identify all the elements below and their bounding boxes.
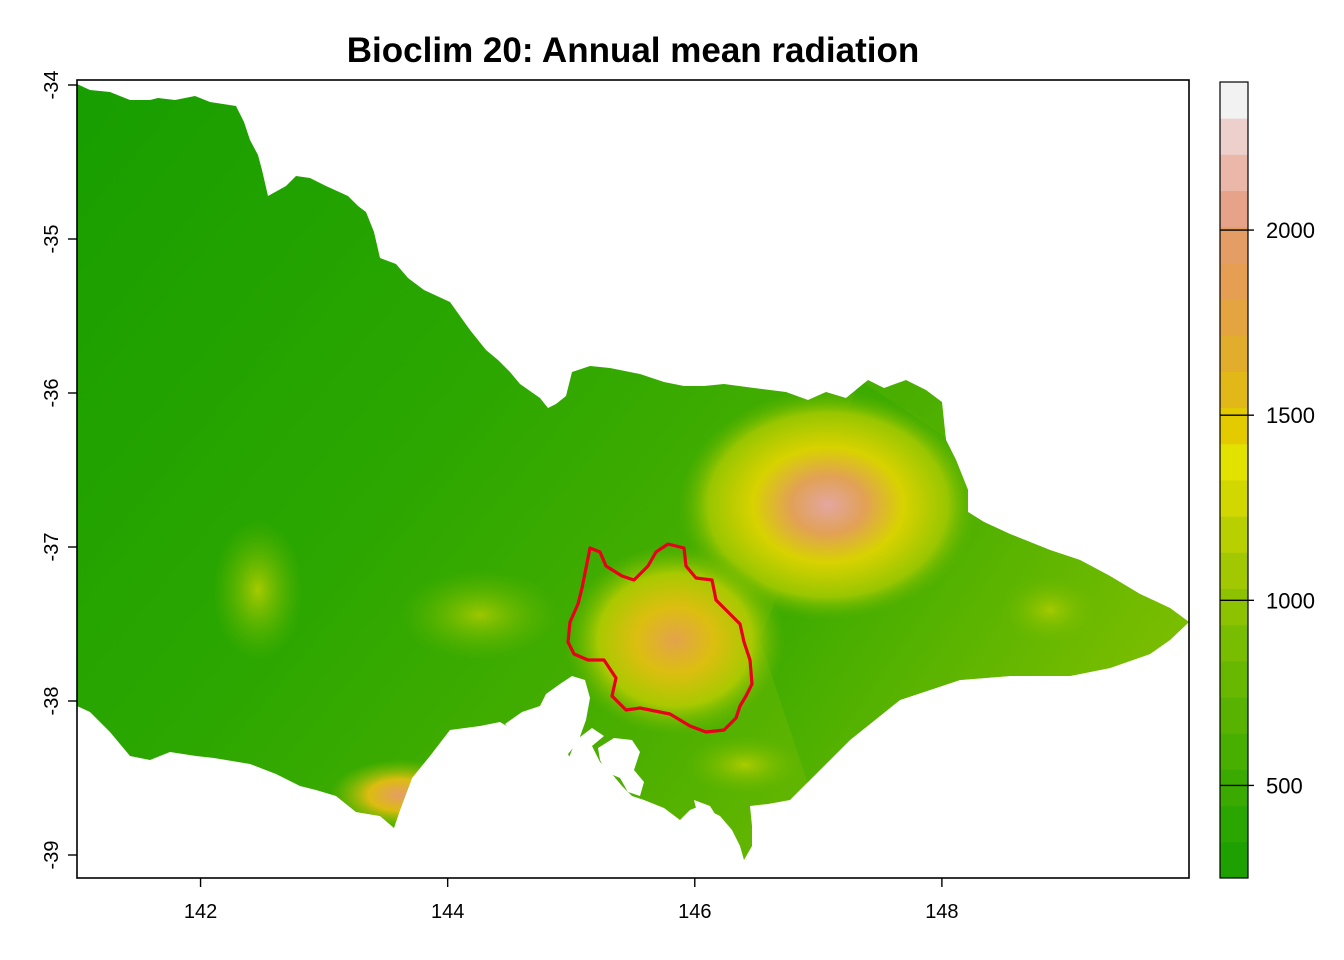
grampians-region [213, 520, 303, 660]
strzelecki-region [685, 735, 805, 795]
legend-color-bin [1220, 407, 1248, 445]
y-tick-label: -36 [41, 379, 63, 408]
y-tick-label: -35 [41, 225, 63, 254]
legend-color-bin [1220, 154, 1248, 192]
east-gippsland-region [1000, 575, 1100, 645]
westernport-south-bay [694, 800, 720, 832]
legend-color-bin [1220, 552, 1248, 590]
legend-color-bin [1220, 480, 1248, 517]
y-tick-label: -37 [41, 533, 63, 562]
legend-color-bin [1220, 262, 1248, 300]
legend-color-bin [1220, 190, 1248, 228]
map-frame [76, 79, 1190, 879]
otway-ranges-region [330, 760, 470, 830]
legend-tick-label: 500 [1266, 773, 1303, 798]
legend-color-bin [1220, 443, 1248, 481]
study-area-boundary [566, 542, 754, 734]
chart-title: Bioclim 20: Annual mean radiation [347, 31, 919, 70]
legend-color-bin [1220, 660, 1248, 698]
color-legend: 500 1000 1500 2000 [1219, 81, 1315, 879]
legend-color-bin [1220, 299, 1248, 336]
legend-tick-label: 2000 [1266, 218, 1315, 243]
legend-tick-label: 1500 [1266, 403, 1315, 428]
x-tick-label: 146 [678, 901, 711, 923]
western-port-bay [598, 738, 644, 796]
legend-color-bin [1220, 588, 1248, 626]
legend-color-bin [1220, 335, 1248, 372]
port-phillip-bay [505, 676, 590, 776]
legend-color-bin [1220, 805, 1248, 843]
legend-frame [1219, 81, 1249, 879]
y-tick-label: -34 [41, 71, 63, 100]
legend-color-bin [1220, 697, 1248, 734]
legend-color-bin [1220, 371, 1248, 409]
x-tick-label: 144 [431, 901, 464, 923]
legend-tick-label: 1000 [1266, 588, 1315, 613]
dandenong-high-region [565, 545, 785, 735]
legend-color-bin [1220, 118, 1248, 155]
legend-color-bin [1220, 769, 1248, 807]
legend-color-bin [1220, 516, 1248, 553]
x-tick-label: 148 [925, 901, 958, 923]
y-tick-label: -38 [41, 687, 63, 716]
alpine-high-region [678, 390, 978, 620]
legend-color-bin [1220, 733, 1248, 770]
x-tick-label: 142 [184, 901, 217, 923]
central-highlands-region [400, 570, 560, 660]
y-tick-label: -39 [41, 841, 63, 870]
legend-color-bin [1220, 624, 1248, 662]
y-axis: -34 -35 -36 -37 -38 -39 [41, 71, 77, 870]
legend-color-bin [1220, 82, 1248, 119]
legend-color-bin [1220, 841, 1248, 879]
x-axis: 142 144 146 148 [184, 878, 959, 923]
legend-color-bin [1220, 226, 1248, 264]
